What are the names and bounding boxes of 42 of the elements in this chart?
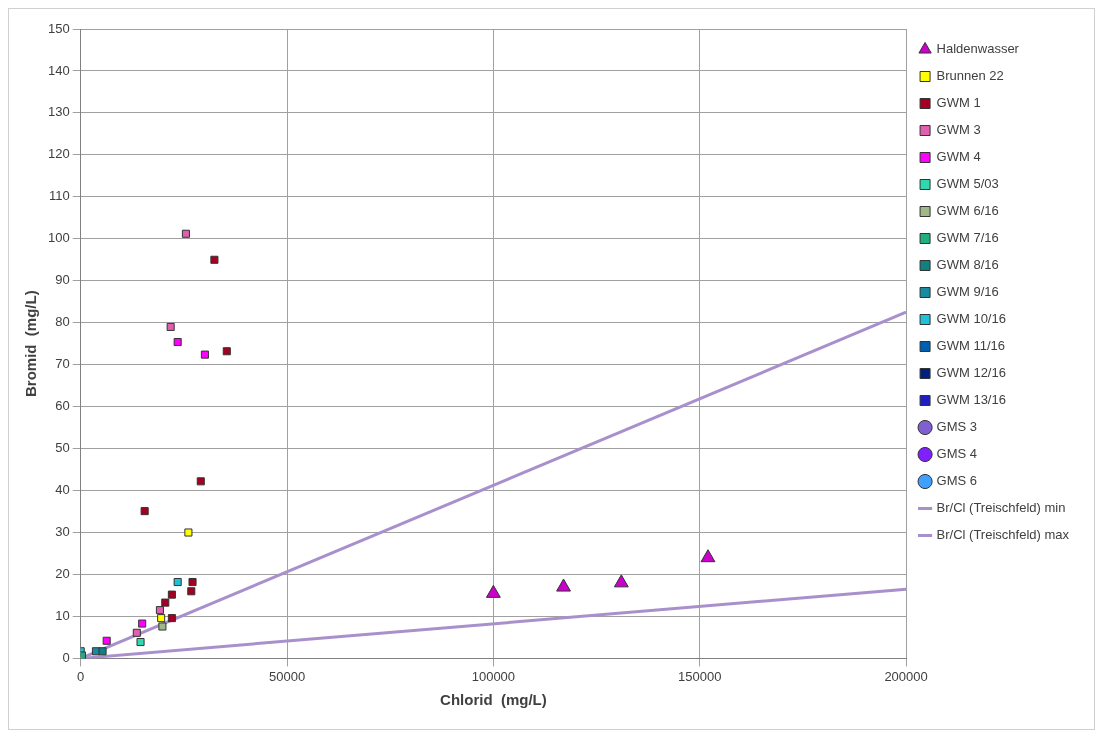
legend-label: GWM 9/16	[936, 284, 999, 300]
legend-label: Haldenwasser	[936, 41, 1020, 57]
legend-label: Br/Cl (Treischfeld) max	[936, 527, 1070, 543]
y-tick-label: 40	[55, 482, 70, 498]
legend-label: GWM 10/16	[936, 311, 1006, 327]
y-tick-label: 150	[47, 20, 70, 36]
legend-label: Br/Cl (Treischfeld) min	[936, 500, 1066, 516]
y-tick-label: 130	[47, 104, 70, 120]
legend-label: GWM 3	[936, 122, 981, 138]
legend-label: GMS 6	[936, 473, 978, 489]
x-tick-label: 0	[77, 668, 85, 684]
legend-label: GWM 5/03	[936, 176, 999, 192]
y-tick-label: 50	[55, 440, 70, 456]
x-tick-label: 200000	[884, 668, 928, 684]
x-axis-title: Chlorid (mg/L)	[440, 691, 547, 709]
y-tick-label: 60	[55, 398, 70, 414]
legend-label: GWM 13/16	[936, 392, 1006, 408]
y-tick-label: 80	[55, 314, 70, 330]
y-tick-label: 20	[55, 566, 70, 582]
legend-label: GWM 11/16	[936, 338, 1005, 354]
legend-label: Brunnen 22	[936, 68, 1004, 84]
y-tick-label: 70	[55, 356, 70, 372]
legend-label: GWM 8/16	[936, 257, 999, 273]
y-tick-label: 120	[47, 146, 70, 162]
x-tick-label: 50000	[268, 668, 306, 684]
legend-label: GWM 7/16	[936, 230, 999, 246]
y-tick-label: 100	[47, 230, 70, 246]
y-tick-label: 0	[62, 649, 70, 665]
legend-label: GWM 12/16	[936, 365, 1006, 381]
y-tick-label: 30	[55, 524, 70, 540]
y-tick-label: 140	[47, 62, 70, 78]
y-axis-title: Bromid (mg/L)	[22, 290, 40, 398]
x-tick-label: 150000	[678, 668, 722, 684]
y-tick-label: 90	[55, 272, 70, 288]
x-tick-label: 100000	[471, 668, 516, 684]
legend-label: GWM 1	[936, 95, 981, 111]
y-tick-label: 110	[48, 188, 70, 204]
legend-label: GWM 4	[936, 149, 981, 165]
y-tick-label: 10	[55, 608, 70, 624]
legend-label: GWM 6/16	[936, 203, 999, 219]
legend-label: GMS 4	[936, 446, 978, 462]
legend-label: GMS 3	[936, 419, 978, 435]
